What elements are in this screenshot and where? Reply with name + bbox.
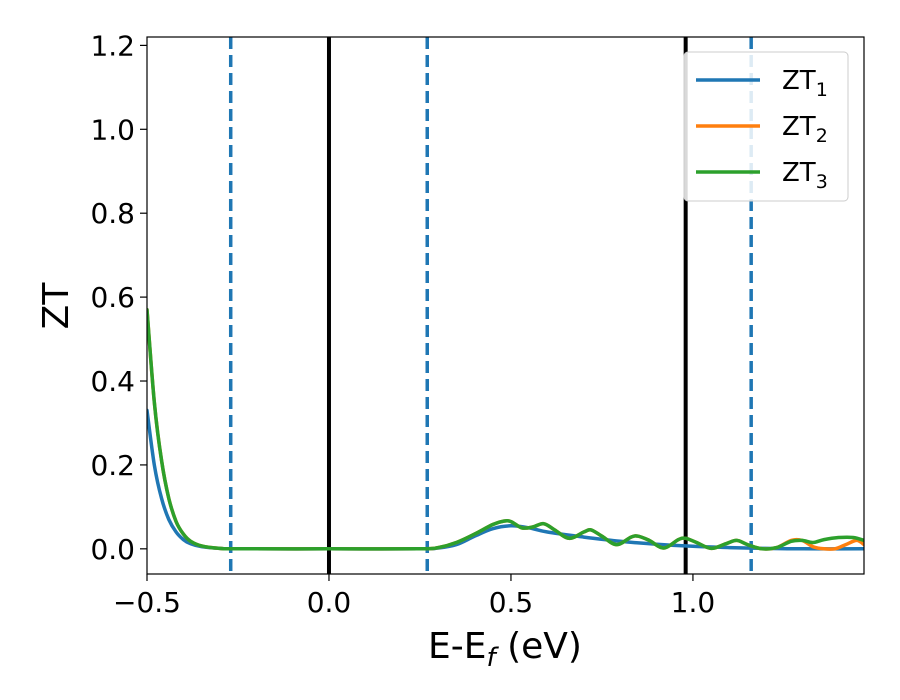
- y-tick-label: 1.0: [90, 113, 135, 146]
- y-tick-label: 0.0: [90, 533, 135, 566]
- series-layer: [147, 307, 864, 551]
- y-tick-label: 0.8: [90, 197, 135, 230]
- x-axis: −0.5 0.0 0.5 1.0: [113, 574, 715, 619]
- y-tick-label: 1.2: [90, 29, 135, 62]
- y-axis-label: ZT: [36, 282, 77, 330]
- series-line-zt3: [147, 307, 864, 551]
- legend-label-zt3: ZT3: [782, 158, 828, 193]
- legend-label-zt2: ZT2: [782, 112, 828, 147]
- x-axis-label-unit: (eV): [496, 626, 582, 667]
- plot-frame: [146, 36, 865, 575]
- y-tick-label: 0.6: [90, 281, 135, 314]
- legend-label-zt1: ZT1: [782, 66, 828, 101]
- x-tick-label: −0.5: [113, 586, 181, 619]
- y-tick-label: 0.2: [90, 449, 135, 482]
- y-tick-label: 0.4: [90, 365, 135, 398]
- y-axis: 0.0 0.2 0.4 0.6 0.8 1.0 1.2: [90, 29, 147, 566]
- x-tick-label: 0.0: [307, 586, 352, 619]
- x-tick-label: 1.0: [671, 586, 716, 619]
- x-tick-label: 0.5: [489, 586, 534, 619]
- x-axis-label-main: E-E: [428, 626, 486, 667]
- series-line-zt1: [147, 408, 864, 551]
- legend: ZT1 ZT2 ZT3: [683, 51, 849, 202]
- legend-box: [683, 51, 849, 202]
- x-axis-label: E-Ef (eV): [428, 626, 582, 673]
